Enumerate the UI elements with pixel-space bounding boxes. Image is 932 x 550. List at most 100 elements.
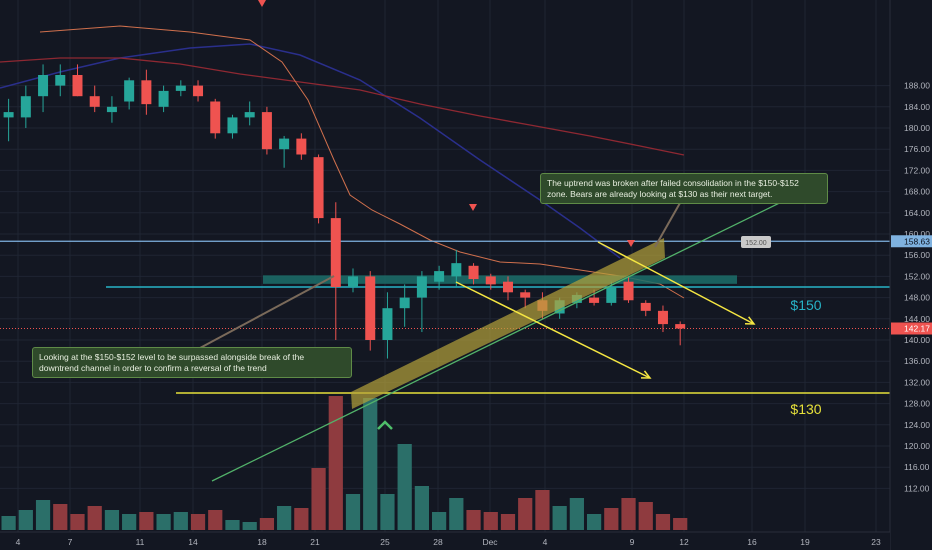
- volume-bar: [35, 500, 51, 530]
- time-tick-label: 11: [136, 537, 145, 547]
- zone-price-callout-text: 152.00: [745, 240, 767, 247]
- target-arrow-upper: [597, 241, 755, 325]
- volume-bar: [673, 518, 688, 530]
- candle-body: [158, 90, 169, 107]
- candle-body: [485, 276, 496, 285]
- time-tick-label: 9: [630, 537, 635, 547]
- time-tick-label: 14: [188, 537, 198, 547]
- price-tick-label: 188.00: [904, 81, 930, 91]
- sell-marker-icon: [469, 204, 477, 211]
- candle-body: [244, 112, 255, 118]
- candle-body: [55, 75, 66, 86]
- volume-bar: [449, 498, 464, 530]
- note-left-connector: [199, 275, 335, 349]
- price-tick-label: 164.00: [904, 208, 930, 218]
- volume-bar: [500, 514, 516, 530]
- price-tick-label: 124.00: [904, 420, 930, 430]
- volume-bar: [397, 444, 412, 530]
- candle-body: [348, 276, 359, 287]
- price-tick-label: 112.00: [904, 483, 930, 493]
- time-tick-label: 25: [380, 537, 390, 547]
- price-tick-label: 132.00: [904, 377, 930, 387]
- time-tick-label: 16: [747, 537, 757, 547]
- price-tick-label: 144.00: [904, 314, 930, 324]
- candle-body: [589, 297, 600, 303]
- time-axis-background: [0, 532, 890, 550]
- price-tick-label: 152.00: [904, 271, 930, 281]
- candle-body: [261, 112, 272, 150]
- volume-bar: [569, 498, 584, 530]
- volume-bar: [1, 516, 16, 530]
- price-tick-label: 160.00: [904, 229, 930, 239]
- candle-body: [72, 75, 83, 97]
- volume-bar: [122, 514, 137, 530]
- volume-bar: [208, 510, 223, 530]
- volume-bar: [414, 486, 429, 530]
- candle-body: [520, 292, 531, 298]
- volume-bar: [655, 514, 671, 530]
- candle-body: [416, 276, 427, 298]
- time-tick-label: 4: [543, 537, 548, 547]
- time-tick-label: 7: [68, 537, 73, 547]
- candle-body: [193, 85, 204, 97]
- volume-bar: [518, 498, 533, 530]
- time-tick-label: 18: [257, 537, 267, 547]
- candle-body: [296, 138, 307, 155]
- current-price-badge-text: 142.17: [904, 323, 930, 333]
- sell-marker-icon: [258, 0, 266, 7]
- candle-body: [141, 80, 152, 105]
- time-tick-label: 28: [433, 537, 443, 547]
- price-tick-label: 148.00: [904, 293, 930, 303]
- price-tick-label: 172.00: [904, 165, 930, 175]
- volume-bar: [242, 522, 257, 530]
- current-price-badge: [891, 322, 932, 335]
- candle-body: [399, 297, 410, 309]
- candle-body: [175, 85, 186, 91]
- volume-bar: [363, 398, 378, 530]
- price-tick-label: 136.00: [904, 356, 930, 366]
- candle-body: [279, 138, 290, 150]
- buy-marker-icon: [377, 420, 393, 430]
- candle-body: [434, 271, 445, 282]
- candlesticks: [3, 64, 686, 359]
- volume-bar: [139, 512, 154, 530]
- target-arrow-lower-head: [640, 370, 652, 379]
- volume-bar: [190, 514, 206, 530]
- candle-body: [313, 157, 324, 219]
- volume-bar: [104, 510, 120, 530]
- volume-bar: [483, 512, 498, 530]
- price-axis-background: [890, 0, 932, 550]
- sell-marker-icon: [627, 240, 635, 247]
- target-arrow-lower: [455, 281, 651, 379]
- moving-averages: [0, 25, 685, 299]
- time-tick-label: Dec: [482, 537, 498, 547]
- annotation-note-left: Looking at the $150-$152 level to be sur…: [32, 347, 352, 378]
- volume-bar: [380, 494, 395, 530]
- time-tick-label: 21: [310, 537, 320, 547]
- volume-bar: [18, 510, 33, 530]
- price-tick-label: 140.00: [904, 335, 930, 345]
- volume-bar: [87, 506, 102, 530]
- volume-bar: [345, 494, 361, 530]
- uptrend-line: [211, 189, 807, 482]
- ma-fast-line: [39, 25, 685, 299]
- consolidation-zone: [263, 275, 737, 284]
- volume-bar: [604, 508, 619, 530]
- candle-body: [382, 308, 393, 340]
- candle-body: [365, 276, 376, 340]
- candle-body: [330, 218, 341, 287]
- top-resistance-badge: [891, 235, 932, 248]
- candle-body: [623, 281, 634, 301]
- candle-body: [675, 324, 686, 329]
- top-resistance-badge-text: 158.63: [904, 236, 930, 246]
- support-label: $130: [790, 401, 821, 417]
- time-tick-label: 4: [16, 537, 21, 547]
- time-tick-label: 12: [679, 537, 689, 547]
- price-axis: 112.00 116.00 120.00 124.00 128.00 132.00 136.…: [889, 0, 932, 550]
- candle-body: [227, 117, 238, 134]
- volume-bar: [53, 504, 68, 530]
- volume-bar: [432, 512, 447, 530]
- candle-body: [106, 106, 117, 113]
